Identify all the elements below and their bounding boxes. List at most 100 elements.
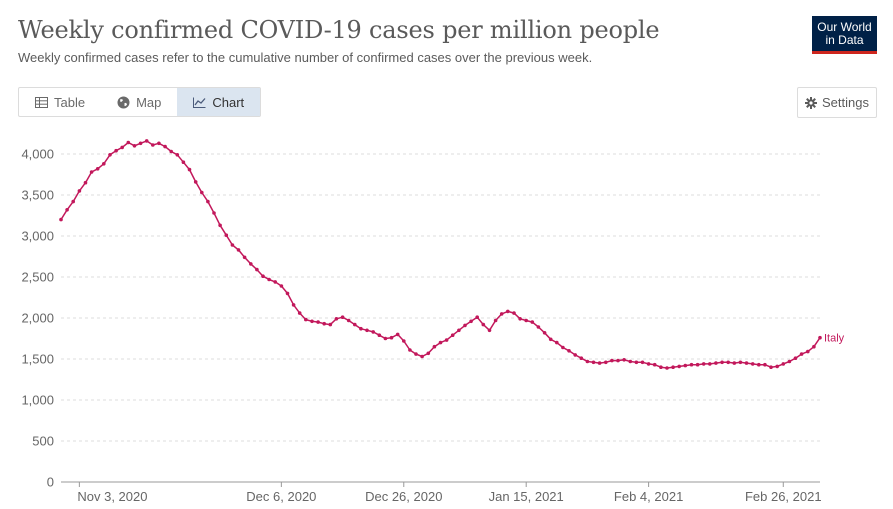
- data-point: [536, 325, 541, 329]
- data-point: [506, 309, 510, 314]
- data-point: [89, 170, 94, 174]
- x-tick-label: Dec 26, 2020: [365, 489, 442, 504]
- tab-table[interactable]: Table: [19, 88, 101, 116]
- data-point: [787, 359, 792, 364]
- data-point: [163, 144, 167, 149]
- data-point: [181, 160, 186, 164]
- data-point: [530, 320, 535, 324]
- data-point: [493, 318, 498, 323]
- data-point: [230, 243, 235, 247]
- data-point: [383, 336, 388, 341]
- data-point: [695, 362, 700, 367]
- data-point: [242, 255, 247, 260]
- data-point: [591, 360, 596, 365]
- settings-button[interactable]: Settings: [797, 87, 877, 118]
- logo-line-1: Our World: [817, 20, 872, 34]
- series-label-italy: Italy: [824, 333, 845, 345]
- data-point: [346, 318, 351, 323]
- data-point: [279, 284, 284, 288]
- data-point: [463, 323, 467, 328]
- data-point: [212, 211, 216, 215]
- data-point: [138, 141, 143, 146]
- data-point: [59, 217, 63, 222]
- data-point: [512, 311, 516, 315]
- data-point: [634, 360, 639, 365]
- data-point: [469, 319, 473, 324]
- data-point: [457, 328, 461, 333]
- data-point: [450, 333, 455, 337]
- data-point: [432, 344, 437, 349]
- data-point: [359, 326, 363, 331]
- x-tick-label: Jan 15, 2021: [489, 489, 564, 504]
- data-point: [402, 339, 406, 343]
- data-point: [683, 363, 688, 368]
- data-point: [291, 303, 296, 307]
- data-point: [218, 223, 222, 228]
- tab-map[interactable]: Map: [101, 88, 177, 116]
- data-point: [389, 335, 394, 340]
- line-chart: 05001,0001,5002,0002,5003,0003,5004,000 …: [21, 139, 845, 504]
- data-point: [818, 335, 822, 340]
- data-point: [652, 362, 657, 367]
- data-point: [714, 361, 718, 365]
- y-tick-label: 2,500: [21, 270, 54, 285]
- data-point: [659, 365, 663, 369]
- data-point: [114, 148, 118, 153]
- data-point: [622, 358, 626, 362]
- tab-chart[interactable]: Chart: [177, 88, 261, 116]
- data-point: [763, 362, 767, 367]
- series-line-italy: [60, 140, 821, 369]
- data-point: [561, 345, 565, 350]
- data-point: [726, 360, 730, 365]
- data-point: [738, 360, 743, 365]
- data-point: [285, 291, 290, 296]
- y-tick-label: 1,000: [21, 393, 54, 408]
- data-point: [193, 180, 198, 184]
- data-point: [395, 332, 400, 337]
- y-tick-label: 4,000: [21, 147, 54, 162]
- data-point: [120, 145, 124, 150]
- data-point: [102, 162, 106, 166]
- data-point: [750, 362, 755, 366]
- data-point: [548, 337, 553, 342]
- data-point: [573, 353, 577, 357]
- owid-logo[interactable]: Our World in Data: [812, 16, 877, 54]
- data-point: [640, 360, 645, 365]
- logo-line-2: in Data: [825, 33, 864, 47]
- chart-title: Weekly confirmed COVID-19 cases per mill…: [18, 16, 660, 44]
- data-point: [108, 153, 112, 157]
- y-tick-label: 3,500: [21, 188, 54, 203]
- table-icon: [35, 96, 48, 108]
- data-point: [316, 320, 320, 324]
- data-point: [475, 315, 480, 319]
- data-point: [708, 362, 712, 366]
- data-point: [334, 317, 339, 321]
- data-point: [610, 358, 614, 363]
- series-layer: Italy: [59, 139, 845, 370]
- data-point: [340, 315, 345, 319]
- data-point: [604, 360, 608, 365]
- data-point: [353, 322, 357, 327]
- data-point: [310, 319, 314, 324]
- data-point: [555, 340, 559, 345]
- x-axis: Nov 3, 2020 Dec 6, 2020 Dec 26, 2020 Jan 15…: [61, 481, 822, 504]
- data-point: [83, 180, 88, 185]
- data-point: [328, 322, 333, 327]
- grid-lines: [61, 153, 820, 442]
- data-point: [408, 348, 412, 352]
- data-point: [646, 362, 651, 366]
- data-point: [132, 144, 137, 148]
- data-point: [628, 359, 633, 364]
- data-point: [187, 167, 192, 172]
- data-point: [144, 139, 149, 143]
- data-point: [261, 274, 265, 278]
- tab-table-label: Table: [54, 94, 86, 110]
- data-point: [65, 208, 69, 212]
- data-point: [95, 167, 100, 171]
- data-point: [769, 365, 773, 369]
- data-point: [71, 199, 75, 204]
- data-point: [542, 331, 547, 335]
- y-tick-label: 500: [32, 434, 54, 449]
- data-point: [677, 364, 681, 369]
- data-point: [236, 248, 241, 252]
